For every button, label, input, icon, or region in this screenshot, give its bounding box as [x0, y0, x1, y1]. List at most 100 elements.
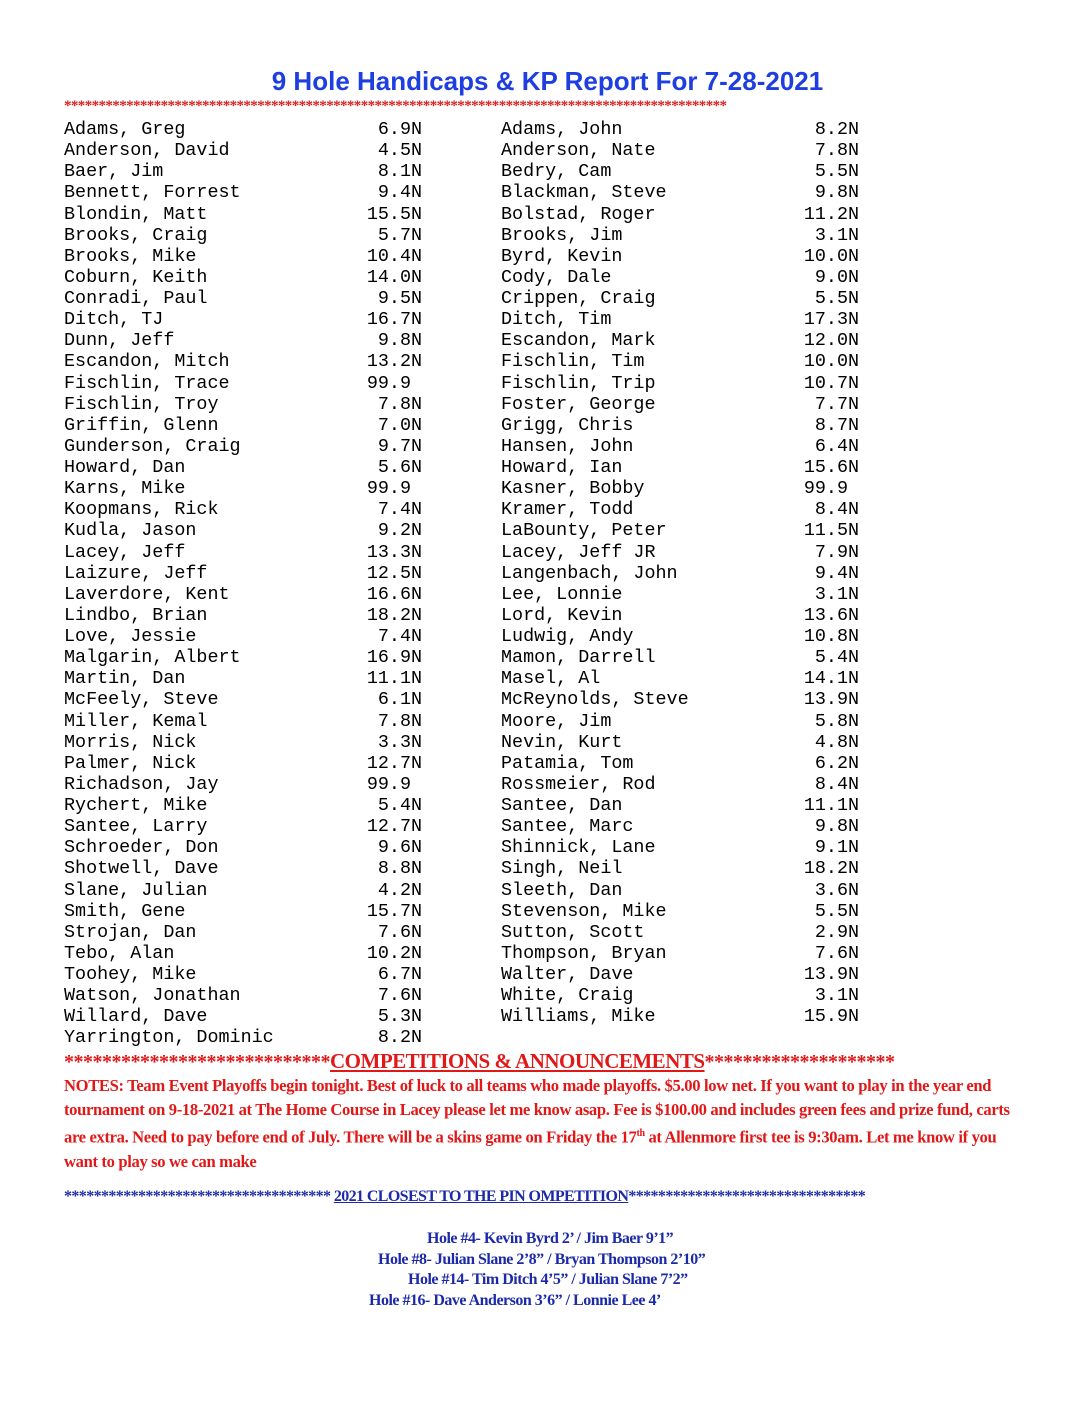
report-title: 9 Hole Handicaps & KP Report For 7-28-20… [271, 66, 824, 96]
handicap-value: 5.5 [814, 161, 848, 183]
player-name: Bedry, Cam [501, 161, 612, 183]
handicap-value: 8.2 [377, 1027, 411, 1049]
player-name: Lacey, Jeff [64, 541, 186, 563]
player-name: Malgarin, Albert [64, 647, 241, 669]
handicap-value: 5.5 [814, 288, 848, 309]
player-row: Smith, Gene 15.7 N [64, 901, 422, 922]
player-row: Baer, Jim 8.1 N [64, 161, 422, 182]
player-row: Nevin, Kurt 4.8 N [501, 732, 859, 753]
player-row: Singh, Neil 18.2 N [501, 858, 859, 879]
handicap-value: 15.5 [366, 203, 411, 225]
player-row: Gunderson, Craig 9.7 N [64, 436, 422, 457]
player-row: Anderson, Nate 7.8 N [501, 140, 859, 161]
player-name: Blondin, Matt [64, 203, 208, 225]
closest-to-pin-header: ************************************ 202… [64, 1188, 1024, 1206]
handicap-value: 14.1 [803, 668, 848, 690]
player-row: Blondin, Matt 15.5 N [64, 204, 422, 225]
handicap-value: 13.2 [366, 351, 411, 373]
player-row: Fischlin, Trip 10.7 N [501, 373, 859, 394]
handicap-flag: N [848, 309, 860, 331]
handicap-value: 5.6 [377, 457, 411, 478]
player-name: Walter, Dave [501, 964, 634, 985]
player-name: McFeely, Steve [64, 689, 219, 711]
handicap-value: 7.6 [377, 985, 411, 1007]
player-name: Love, Jessie [64, 626, 197, 647]
handicap-flag: N [848, 752, 860, 774]
player-name: Bolstad, Roger [501, 203, 656, 225]
handicap-value: 3.1 [814, 985, 848, 1007]
handicap-flag: N [848, 245, 860, 267]
player-name: Rychert, Mike [64, 795, 208, 816]
player-row: Brooks, Mike 10.4 N [64, 246, 422, 267]
player-row: Blackman, Steve 9.8 N [501, 182, 859, 203]
kp-result-hole-8: Hole #8- Julian Slane 2’8” / Bryan Thomp… [378, 1251, 706, 1268]
player-name: Toohey, Mike [64, 964, 197, 985]
handicap-value: 12.7 [366, 752, 411, 774]
handicap-flag: N [848, 837, 860, 859]
player-row: Adams, Greg 6.9 N [64, 119, 422, 140]
handicap-flag: N [848, 414, 860, 436]
handicap-flag: N [848, 393, 860, 415]
handicap-value: 16.7 [366, 309, 411, 331]
player-row: Miller, Kemal 7.8 N [64, 711, 422, 732]
handicap-value: 10.2 [366, 942, 411, 964]
player-row: Ditch, TJ 16.7 N [64, 309, 422, 330]
player-name: Sleeth, Dan [501, 879, 623, 901]
star-divider: ******************** [704, 1051, 896, 1073]
player-row: Lacey, Jeff 13.3 N [64, 542, 422, 563]
handicap-value: 12.7 [366, 816, 411, 838]
handicap-value: 4.2 [377, 879, 411, 901]
handicap-flag: N [411, 161, 423, 183]
handicap-value: 9.4 [377, 182, 411, 204]
player-row: Shotwell, Dave 8.8 N [64, 858, 422, 879]
handicap-value: 9.4 [814, 562, 848, 584]
player-name: Foster, George [501, 393, 656, 415]
handicap-value: 9.1 [814, 837, 848, 859]
handicap-flag: N [411, 119, 423, 140]
player-name: Howard, Ian [501, 457, 623, 478]
handicap-flag: N [411, 1027, 423, 1049]
handicap-value: 16.6 [366, 583, 411, 605]
handicap-value: 3.3 [377, 731, 411, 753]
player-row: Foster, George 7.7 N [501, 394, 859, 415]
handicap-value: 3.6 [814, 879, 848, 901]
player-row: McFeely, Steve 6.1 N [64, 689, 422, 710]
player-row: Bolstad, Roger 11.2 N [501, 204, 859, 225]
player-row: Coburn, Keith 14.0 N [64, 267, 422, 288]
player-name: Brooks, Jim [501, 224, 623, 246]
handicap-value: 18.2 [803, 858, 848, 880]
handicap-flag: N [411, 647, 423, 669]
player-row: Fischlin, Trace 99.9 [64, 373, 422, 394]
player-row: Ditch, Tim 17.3 N [501, 309, 859, 330]
player-row: Mamon, Darrell 5.4 N [501, 647, 859, 668]
handicap-value: 5.4 [377, 795, 411, 816]
player-row: Santee, Dan 11.1 N [501, 795, 859, 816]
handicap-flag: N [848, 731, 860, 753]
handicap-flag: N [411, 245, 423, 267]
player-row: Grigg, Chris 8.7 N [501, 415, 859, 436]
player-row: Kramer, Todd 8.4 N [501, 499, 859, 520]
player-name: Yarrington, Dominic [64, 1027, 274, 1049]
handicap-flag: N [848, 435, 860, 457]
handicap-value: 9.0 [814, 266, 848, 288]
player-name: Escandon, Mitch [64, 351, 230, 373]
handicap-value: 99.9 [803, 478, 848, 500]
player-name: Santee, Dan [501, 795, 623, 816]
handicap-flag: N [411, 752, 423, 774]
handicap-value: 15.9 [803, 1006, 848, 1028]
handicap-flag: N [848, 985, 860, 1007]
handicap-value: 7.7 [814, 393, 848, 415]
handicap-flag: N [411, 393, 423, 415]
competitions-heading: COMPETITIONS & ANNOUNCEMENTS [330, 1049, 705, 1073]
handicap-flag: N [848, 668, 860, 690]
handicap-value: 11.1 [366, 668, 411, 690]
player-name: Fischlin, Tim [501, 351, 645, 373]
handicap-value: 11.2 [803, 203, 848, 225]
handicap-flag: N [848, 520, 860, 542]
handicap-value: 17.3 [803, 309, 848, 331]
handicap-value: 15.6 [803, 457, 848, 478]
handicap-flag: N [411, 879, 423, 901]
player-row: Howard, Dan 5.6 N [64, 457, 422, 478]
handicap-value: 5.5 [814, 900, 848, 922]
